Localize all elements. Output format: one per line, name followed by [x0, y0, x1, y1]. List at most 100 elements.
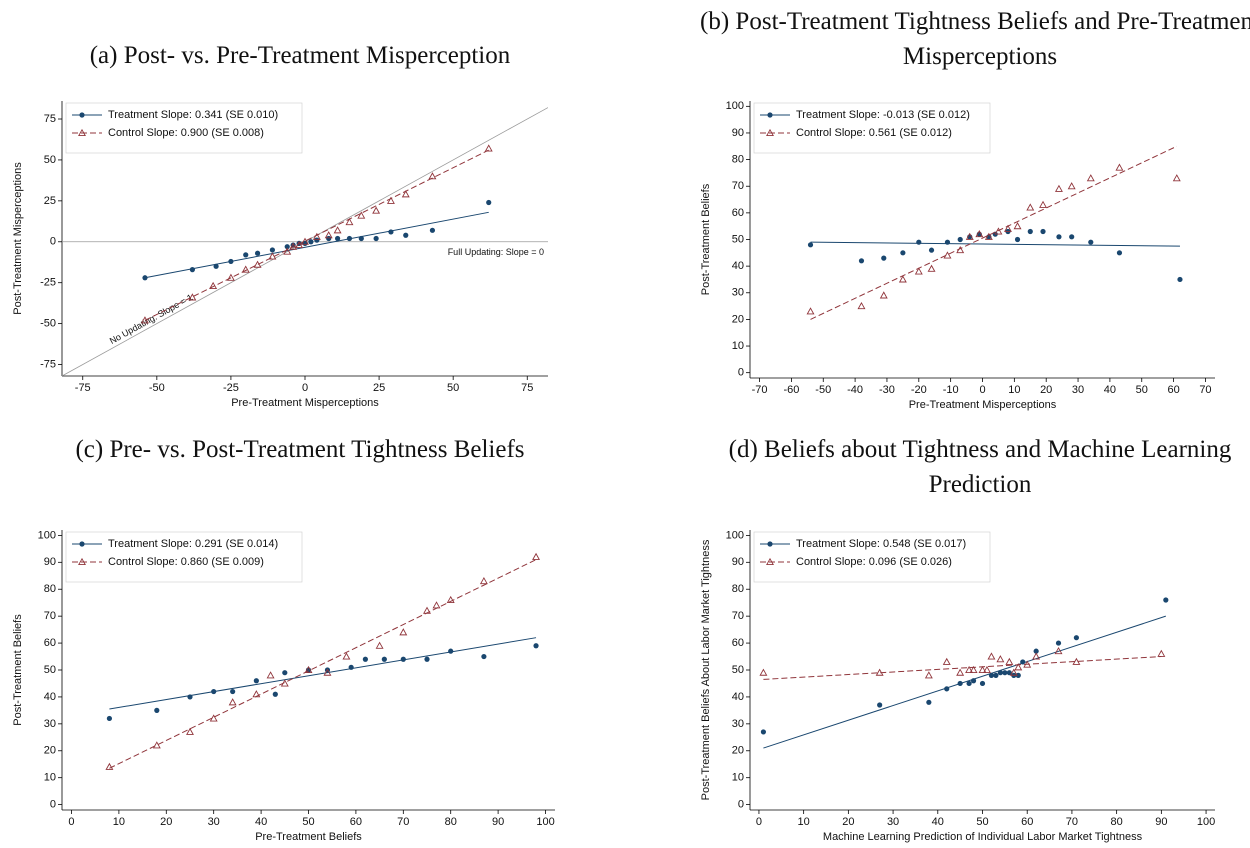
point — [1072, 657, 1081, 665]
reference-label: No Updating: Slope = 1 — [108, 292, 195, 346]
y-tick-label: -25 — [40, 277, 56, 289]
y-tick-label: 10 — [732, 772, 744, 784]
y-tick-label: 40 — [732, 260, 744, 272]
point — [978, 665, 987, 674]
point — [942, 657, 951, 665]
legend-label: Treatment Slope: -0.013 (SE 0.012) — [796, 109, 970, 121]
point — [1014, 236, 1021, 243]
point — [994, 227, 1003, 235]
y-tick-label: 60 — [732, 637, 744, 649]
y-tick-label: 20 — [732, 745, 744, 757]
point — [375, 641, 384, 649]
x-axis-label: Pre-Treatment Beliefs — [255, 831, 362, 843]
point — [312, 232, 321, 240]
point — [1005, 657, 1014, 665]
point — [881, 255, 887, 261]
y-axis-label: Post-Treatment Misperceptions — [12, 162, 24, 315]
x-tick-label: -10 — [943, 384, 959, 396]
point — [481, 653, 487, 660]
x-tick-label: 20 — [842, 816, 854, 828]
point — [429, 227, 436, 233]
x-tick-label: 10 — [798, 816, 810, 828]
y-tick-label: 60 — [732, 207, 744, 219]
legend-box — [65, 531, 303, 583]
point — [388, 229, 394, 235]
x-tick-label: 90 — [1155, 816, 1167, 828]
point — [323, 668, 332, 676]
point — [533, 643, 539, 649]
x-tick-label: 70 — [397, 816, 409, 828]
y-tick-label: 90 — [732, 127, 744, 139]
x-tick-label: 70 — [1199, 384, 1211, 396]
y-axis-label: Post-Treatment Beliefs — [700, 183, 712, 295]
point — [342, 652, 351, 660]
point — [1069, 234, 1075, 240]
point — [142, 275, 148, 281]
x-tick-label: 100 — [536, 816, 554, 828]
x-tick-label: 100 — [1197, 816, 1215, 828]
point — [334, 235, 341, 242]
x-tick-label: 10 — [1008, 384, 1020, 396]
point — [970, 678, 977, 684]
x-tick-label: 0 — [979, 384, 985, 396]
x-tick-label: 40 — [255, 816, 267, 828]
point — [187, 694, 193, 700]
point — [857, 301, 866, 310]
point — [423, 606, 431, 614]
point — [304, 665, 313, 674]
point — [944, 686, 950, 692]
point — [381, 656, 387, 662]
point — [928, 247, 935, 253]
point — [228, 258, 234, 265]
y-tick-label: 60 — [44, 637, 56, 649]
point — [105, 762, 114, 770]
legend-marker — [78, 557, 86, 566]
legend-marker — [79, 541, 85, 547]
point — [301, 237, 309, 245]
legend-marker — [79, 112, 85, 118]
y-tick-label: 50 — [732, 233, 744, 245]
legend-marker — [78, 128, 86, 137]
point — [927, 264, 936, 272]
fit-line — [763, 615, 1166, 749]
y-tick-label: -50 — [40, 318, 56, 330]
point — [1015, 672, 1021, 678]
point — [401, 190, 410, 198]
point — [1115, 163, 1124, 171]
point — [957, 680, 963, 687]
x-tick-label: 50 — [302, 816, 314, 828]
point — [308, 239, 314, 245]
y-tick-label: 90 — [44, 556, 56, 568]
point — [996, 655, 1005, 663]
point — [1006, 670, 1012, 676]
legend-marker — [767, 112, 773, 118]
point — [1033, 648, 1039, 654]
point — [209, 714, 218, 722]
point — [900, 250, 906, 256]
y-tick-label: 30 — [732, 287, 744, 299]
point — [956, 668, 965, 676]
point — [965, 232, 974, 240]
fit-line — [810, 145, 1177, 320]
point — [269, 247, 276, 253]
y-tick-label: 70 — [732, 610, 744, 622]
legend-label: Treatment Slope: 0.548 (SE 0.017) — [796, 538, 966, 550]
point — [280, 679, 289, 687]
point — [969, 665, 978, 674]
y-tick-label: 100 — [38, 529, 56, 541]
point — [358, 235, 364, 242]
x-tick-label: 30 — [1072, 384, 1084, 396]
x-tick-label: 40 — [932, 816, 944, 828]
point — [432, 601, 441, 609]
point — [324, 231, 333, 239]
point — [1177, 276, 1183, 283]
x-tick-label: 50 — [1136, 384, 1148, 396]
fit-line — [810, 241, 1180, 247]
x-tick-label: -30 — [879, 384, 895, 396]
x-tick-label: 60 — [1167, 384, 1179, 396]
fit-line — [144, 211, 489, 279]
panel-title: (b) Post-Treatment Tightness Beliefs and… — [700, 8, 1250, 70]
point — [346, 235, 353, 242]
legend-box — [753, 531, 991, 583]
point — [926, 699, 932, 705]
